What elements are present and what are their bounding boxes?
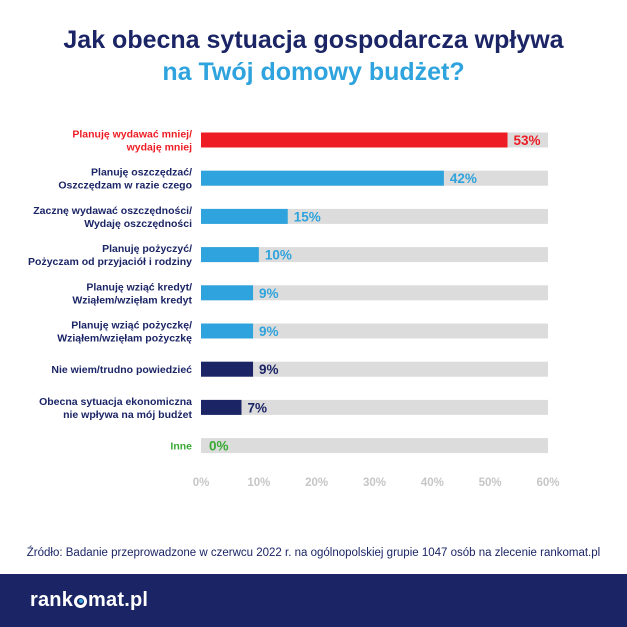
category-label: Zacznę wydawać oszczędności/ xyxy=(33,205,192,217)
bar xyxy=(201,170,444,186)
category-label: Nie wiem/trudno powiedzieć xyxy=(51,364,192,376)
bar-track xyxy=(201,438,548,454)
value-label: 9% xyxy=(259,324,279,339)
logo-text-rank: rank xyxy=(30,589,74,611)
bar-track xyxy=(201,399,548,415)
category-label: Oszczędzam w razie czego xyxy=(58,180,192,192)
chart-title-line-2: na Twój domowy budżet? xyxy=(162,58,465,86)
value-label: 10% xyxy=(265,248,292,263)
logo-o-icon xyxy=(74,594,88,608)
category-label: Wziąłem/wzięłam pożyczkę xyxy=(57,333,192,345)
value-label: 42% xyxy=(450,171,477,186)
bar xyxy=(201,247,259,263)
category-label: Planuję wziąć pożyczkę/ xyxy=(71,320,192,332)
value-label: 7% xyxy=(247,400,267,415)
x-tick-label: 40% xyxy=(421,477,444,489)
x-tick-label: 0% xyxy=(193,477,210,489)
category-label: wydaję mniej xyxy=(126,142,192,154)
category-label: Obecna sytuacja ekonomiczna xyxy=(39,396,192,408)
category-label: Planuję wziąć kredyt/ xyxy=(86,281,192,293)
value-label: 15% xyxy=(294,209,321,224)
x-tick-label: 30% xyxy=(363,477,386,489)
bar-track xyxy=(201,323,548,339)
bar xyxy=(201,361,254,377)
source-note: Źródło: Badanie przeprowadzone w czerwcu… xyxy=(26,547,601,559)
value-label: 53% xyxy=(514,133,541,148)
bar-chart: Planuję wydawać mniej/wydaję mniej 53% Pla… xyxy=(28,129,559,490)
category-label: Planuję pożyczyć/ xyxy=(102,243,192,255)
chart-title-line-1: Jak obecna sytuacja gospodarcza wpływa xyxy=(63,26,564,54)
logo-text-mat: mat.pl xyxy=(88,589,149,611)
bar-track xyxy=(201,247,548,263)
value-label: 0% xyxy=(209,439,229,454)
x-tick-label: 10% xyxy=(247,477,270,489)
category-label: Planuję wydawać mniej/ xyxy=(72,129,192,141)
category-label: Wziąłem/wzięłam kredyt xyxy=(72,294,192,306)
bar xyxy=(201,285,254,301)
x-tick-label: 20% xyxy=(305,477,328,489)
value-label: 9% xyxy=(259,286,279,301)
bar-track xyxy=(201,285,548,301)
x-tick-label: 60% xyxy=(536,477,559,489)
bar xyxy=(201,132,508,148)
bar xyxy=(201,208,288,224)
category-label: Wydaję oszczędności xyxy=(84,218,192,230)
footer-bar: rank mat.pl xyxy=(0,574,627,627)
category-label: Pożyczam od przyjaciół i rodziny xyxy=(28,256,192,268)
x-tick-label: 50% xyxy=(479,477,502,489)
value-label: 9% xyxy=(259,362,279,377)
category-label: nie wpływa na mój budżet xyxy=(63,409,192,421)
bar xyxy=(201,399,242,415)
category-label: Inne xyxy=(170,441,192,453)
category-label: Planuję oszczędzać/ xyxy=(91,167,192,179)
bar-track xyxy=(201,361,548,377)
rankomat-logo: rank mat.pl xyxy=(30,587,148,613)
bar xyxy=(201,323,254,339)
